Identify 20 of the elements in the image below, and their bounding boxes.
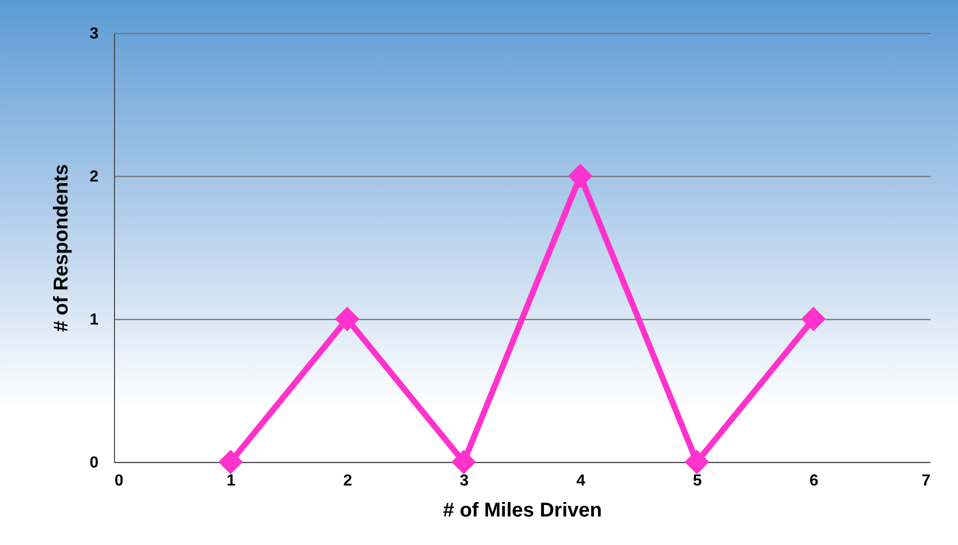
x-tick-label: 2 — [343, 472, 352, 490]
point — [451, 450, 476, 474]
point — [568, 164, 593, 188]
x-tick-label: 7 — [922, 472, 931, 490]
point — [801, 306, 826, 332]
x-axis-title: # of Miles Driven — [443, 500, 602, 522]
x-tick-label: 1 — [226, 472, 236, 490]
x-tick-label: 5 — [692, 472, 702, 490]
x-tick-label: 3 — [460, 472, 469, 490]
point — [334, 306, 360, 332]
point — [684, 450, 710, 474]
y-axis-title: # of Respondents — [50, 164, 73, 332]
x-tick-label: 0 — [114, 472, 124, 490]
y-tick-label: 2 — [90, 168, 99, 186]
x-tick-label: 4 — [576, 472, 586, 490]
y-tick-label: 1 — [90, 312, 99, 328]
y-tick-label: 3 — [90, 26, 99, 42]
y-tick-label: 0 — [90, 454, 99, 472]
x-tick-label: 6 — [809, 472, 818, 490]
point — [218, 450, 243, 474]
